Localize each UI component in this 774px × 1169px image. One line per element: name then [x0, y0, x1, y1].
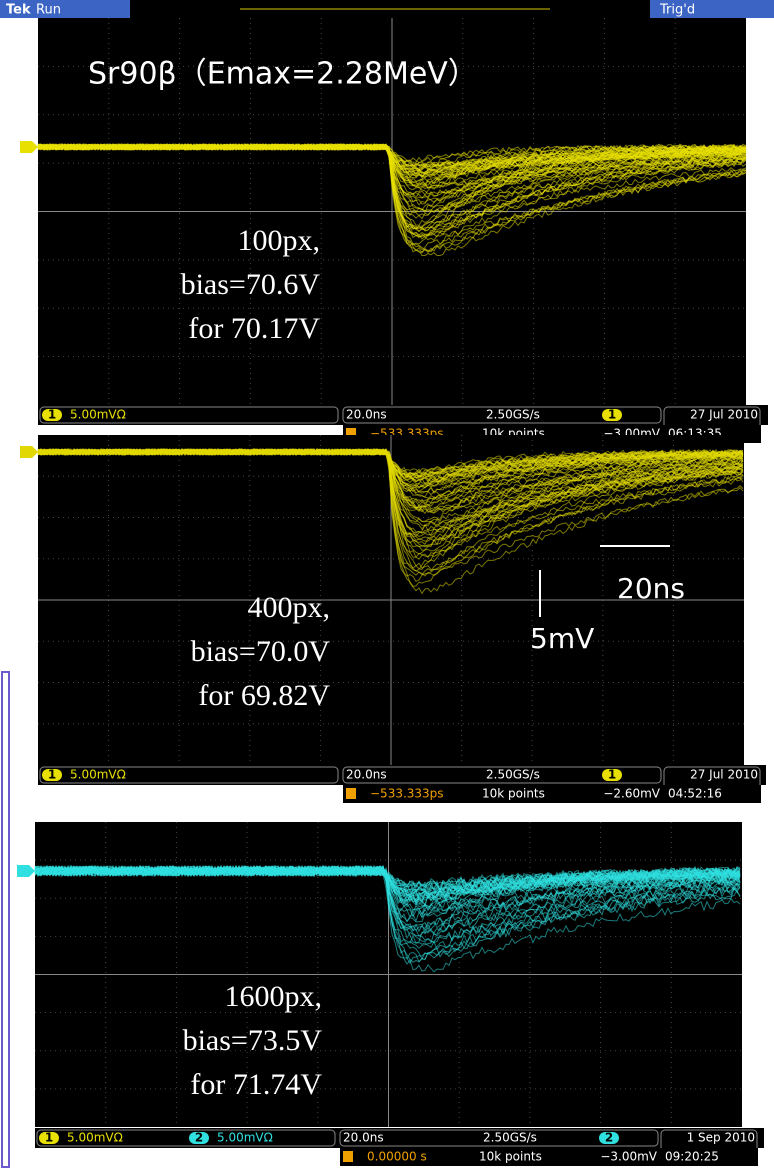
channel-scale: 5.00mVΩ [70, 408, 126, 422]
status-bar [35, 1128, 764, 1148]
trigger-state: Trig'd [659, 3, 695, 18]
scope-panel: 1600px, bias=73.5V for 71.74V 1 5.00mVΩ 2 5.00… [17, 822, 764, 1166]
timebase: 20.0ns [346, 408, 387, 422]
channel-id: 2 [195, 1131, 203, 1145]
channel-id: 1 [48, 768, 56, 782]
trigger-channel: 1 [608, 408, 616, 422]
run-state: Run [36, 3, 61, 18]
condition-label: for 71.74V [190, 1068, 322, 1101]
position-icon [346, 788, 356, 799]
position: −533.333ps [370, 787, 444, 801]
condition-label: for 69.82V [198, 679, 330, 712]
condition-label: bias=70.6V [181, 268, 321, 301]
condition-label: for 70.17V [188, 312, 320, 345]
position-icon [343, 1151, 353, 1162]
sample-rate: 2.50GS/s [483, 1131, 537, 1145]
timebase: 20.0ns [343, 1131, 384, 1145]
channel-id: 1 [48, 408, 56, 422]
scope-panel: 400px, bias=70.0V for 69.82V 1 5.00mVΩ 20.0ns… [20, 435, 766, 803]
clock: 04:52:16 [668, 787, 722, 801]
title: Sr90β（Emax=2.28MeV） [88, 57, 478, 92]
brand: Tek [6, 3, 31, 18]
status-bar [38, 765, 766, 785]
condition-label: 400px, [248, 591, 331, 624]
time-scale-label: 20ns [617, 572, 685, 605]
date: 27 Jul 2010 [690, 768, 758, 782]
voltage-scale-label: 5mV [530, 622, 594, 655]
record-length: 10k points [482, 787, 545, 801]
condition-label: bias=73.5V [183, 1024, 323, 1057]
record-length: 10k points [479, 1150, 542, 1164]
channel-scale: 5.00mVΩ [70, 768, 126, 782]
timebase: 20.0ns [346, 768, 387, 782]
trigger-level: −3.00mV [600, 1150, 657, 1164]
sample-rate: 2.50GS/s [486, 768, 540, 782]
screenshot: Tek Run Trig'd 100px, bias=70.6V for 70.17… [0, 0, 774, 1169]
trigger-level: −2.60mV [603, 787, 660, 801]
sample-rate: 2.50GS/s [486, 408, 540, 422]
channel-scale: 5.00mVΩ [67, 1131, 123, 1145]
condition-label: 1600px, [225, 980, 323, 1013]
trigger-channel: 2 [605, 1131, 613, 1145]
trigger-channel: 1 [608, 768, 616, 782]
channel-scale: 5.00mVΩ [217, 1131, 273, 1145]
status-bar [38, 405, 768, 425]
clock: 09:20:25 [665, 1150, 719, 1164]
condition-label: bias=70.0V [191, 635, 331, 668]
date: 27 Jul 2010 [690, 408, 758, 422]
channel-id: 1 [45, 1131, 53, 1145]
date: 1 Sep 2010 [687, 1131, 755, 1145]
condition-label: 100px, [238, 224, 321, 257]
position: 0.00000 s [367, 1150, 427, 1164]
